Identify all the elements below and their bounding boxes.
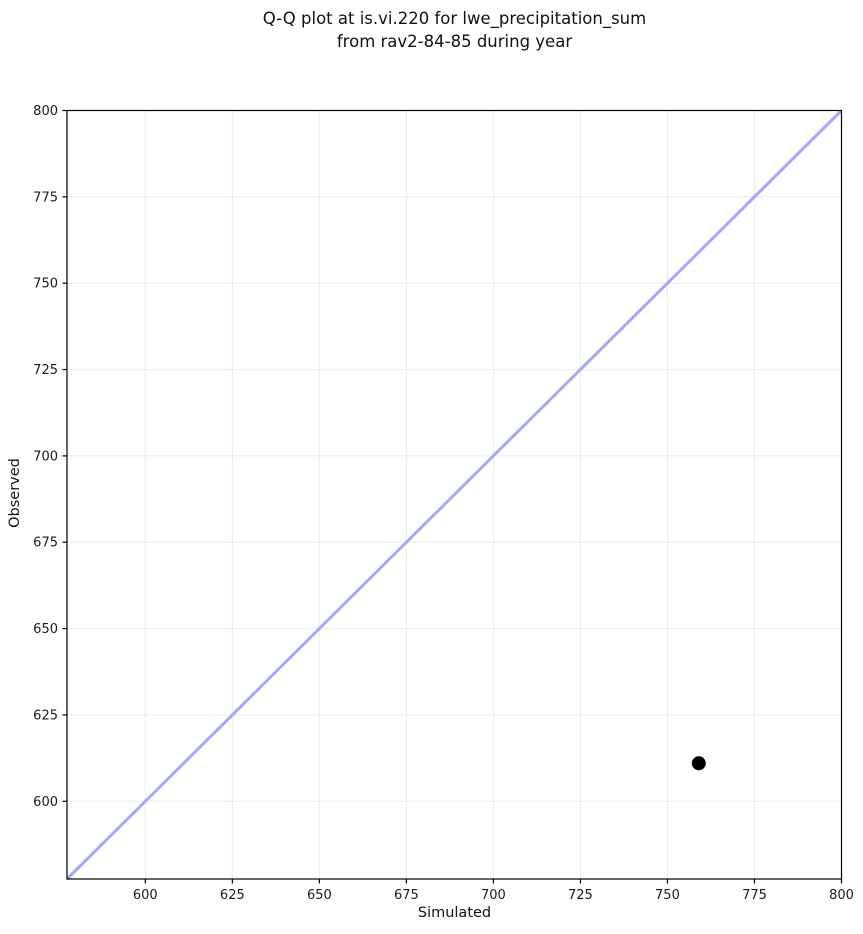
y-tick-label: 650	[33, 622, 58, 637]
x-tick-label: 700	[481, 888, 506, 903]
plot-border	[66, 109, 843, 880]
x-axis-label: Simulated	[417, 905, 492, 921]
y-tick-label: 700	[33, 449, 58, 464]
y-tick-label: 675	[33, 536, 58, 551]
x-tick-label: 800	[829, 888, 854, 903]
chart-title-line2: from rav2-84-85 during year	[336, 32, 573, 51]
chart-title: Q-Q plot at is.vi.220 for lwe_precipitat…	[67, 7, 842, 53]
x-tick-label: 650	[307, 888, 332, 903]
x-tick-label: 675	[394, 888, 419, 903]
y-tick-label: 600	[33, 795, 58, 810]
x-tick-label: 775	[742, 888, 767, 903]
y-tick-label: 625	[33, 708, 58, 723]
x-tick-label: 600	[133, 888, 158, 903]
x-tick-label: 725	[568, 888, 593, 903]
y-tick-label: 750	[33, 277, 58, 292]
y-axis-label: Observed	[7, 458, 23, 528]
chart-title-line1: Q-Q plot at is.vi.220 for lwe_precipitat…	[262, 9, 647, 28]
data-point	[691, 756, 706, 771]
y-tick-label: 775	[33, 190, 58, 205]
y-tick-label: 800	[33, 104, 58, 119]
x-tick-label: 750	[655, 888, 680, 903]
x-tick-label: 625	[220, 888, 245, 903]
identity-line	[65, 109, 843, 881]
y-tick-label: 725	[33, 363, 58, 378]
